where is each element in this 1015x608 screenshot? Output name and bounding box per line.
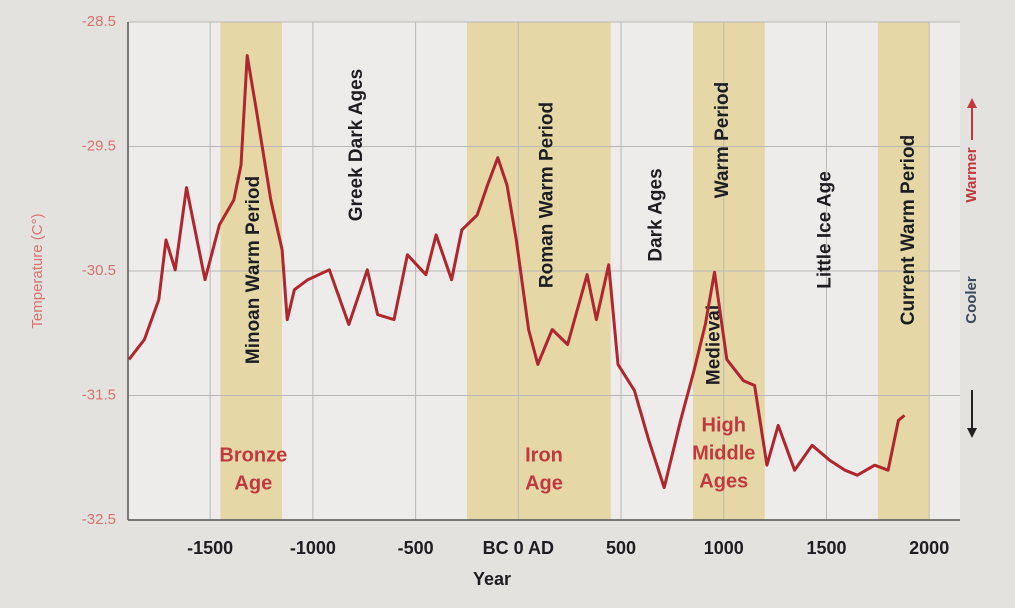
period-label: Current Warm Period [898,135,919,325]
y-tick-label: -28.5 [82,13,116,30]
y-tick-label: -32.5 [82,511,116,528]
era-label: Bronze [219,444,287,466]
warmer-arrow-head [967,98,977,108]
temperature-line [127,54,906,490]
period-label: Warm Period [712,82,733,199]
period-label: Medieval [704,305,725,385]
warmer-label: Warmer [963,147,980,202]
x-tick-label: 1000 [704,538,744,558]
x-tick-label: -1500 [187,538,233,558]
period-label: Minoan Warm Period [243,176,264,364]
period-label: Little Ice Age [814,171,835,289]
x-tick-label: 2000 [909,538,949,558]
period-label: Dark Ages [645,168,666,261]
y-tick-label: -31.5 [82,386,116,403]
x-tick-label: -1000 [290,538,336,558]
period-label: Roman Warm Period [537,102,558,288]
era-label: Iron [525,444,563,466]
period-label: Greek Dark Ages [346,69,367,221]
x-axis-label: Year [473,569,511,589]
x-tick-label: 500 [606,538,636,558]
era-label: Ages [699,470,748,492]
cooler-label: Cooler [963,276,980,324]
era-label: High [702,414,746,436]
era-label: Age [234,472,272,494]
x-tick-label: BC 0 AD [483,538,554,558]
era-label: Age [525,472,563,494]
y-tick-label: -29.5 [82,137,116,154]
era-label: Middle [692,442,755,464]
x-tick-label: -500 [398,538,434,558]
y-axis-label: Temperature (C°) [29,213,46,328]
y-tick-label: -30.5 [82,262,116,279]
cooler-arrow-head [967,428,977,438]
x-tick-label: 1500 [806,538,846,558]
